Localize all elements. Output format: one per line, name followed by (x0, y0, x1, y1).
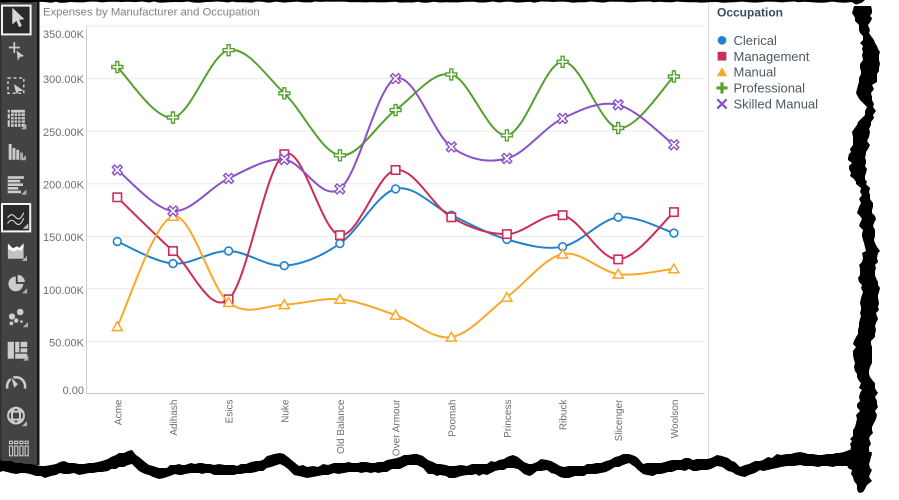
svg-text:100.00K: 100.00K (43, 285, 85, 297)
svg-text:Expenses by Manufacturer and O: Expenses by Manufacturer and Occupation (43, 7, 260, 19)
svg-text:Over Armour: Over Armour (392, 399, 403, 456)
svg-text:300.00K: 300.00K (43, 74, 85, 86)
svg-text:350.00K: 350.00K (43, 29, 85, 41)
svg-text:Slicenger: Slicenger (614, 399, 625, 441)
svg-text:0.00: 0.00 (63, 385, 84, 397)
svg-text:Professional: Professional (734, 81, 806, 96)
svg-text:Nuke: Nuke (280, 399, 291, 423)
svg-text:Adihash: Adihash (169, 400, 180, 436)
svg-text:Ribuck: Ribuck (559, 399, 570, 431)
svg-text:Occupation: Occupation (717, 5, 783, 19)
svg-text:Princess: Princess (503, 400, 514, 438)
svg-text:Acme: Acme (113, 399, 124, 425)
svg-text:50.00K: 50.00K (49, 338, 85, 350)
svg-text:Manual: Manual (734, 65, 777, 80)
svg-text:150.00K: 150.00K (43, 232, 85, 244)
svg-text:Esics: Esics (225, 400, 236, 424)
svg-text:Clerical: Clerical (734, 33, 777, 48)
svg-text:Old Balance: Old Balance (336, 399, 347, 454)
svg-text:Poomah: Poomah (447, 400, 458, 437)
svg-text:Woolson: Woolson (670, 400, 681, 439)
svg-text:200.00K: 200.00K (43, 180, 85, 192)
svg-text:Management: Management (734, 49, 810, 64)
svg-text:250.00K: 250.00K (43, 127, 85, 139)
svg-text:Skilled Manual: Skilled Manual (734, 97, 819, 112)
